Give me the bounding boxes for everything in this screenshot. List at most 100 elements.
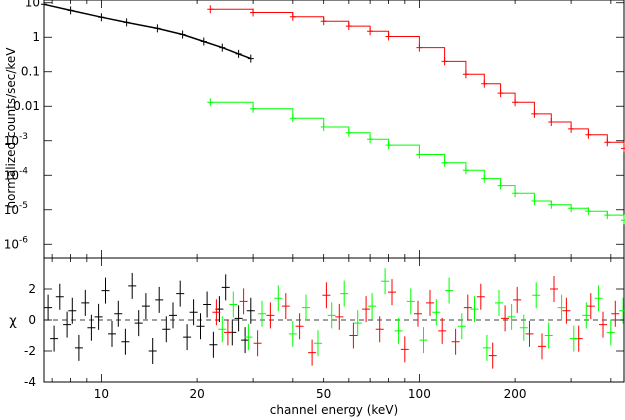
spectrum-panel-frame [43,0,625,259]
spectrum-series-2-point [367,135,374,144]
residual-series-2-point [457,313,466,340]
spectrum-series-1-point [462,70,469,79]
residual-series-0-point [94,303,103,330]
residual-series-1-point [239,288,248,315]
spectrum-series-2-point [462,166,469,175]
spectrum-y-tick-label: 1 [32,30,40,44]
residual-series-1-point [426,289,434,316]
residual-series-0-point [74,334,83,361]
x-tick-label: 50 [316,387,331,401]
residual-series-0-point [114,300,123,327]
residual-series-1-point [562,297,571,324]
spectrum-y-tick-exponent: -5 [19,201,28,211]
spectrum-y-tick-exponent: -4 [19,166,28,176]
spectrum-series-2-point [497,181,504,190]
residual-y-axis-label: χ [9,314,17,329]
spectrum-series-2-point [621,216,625,225]
spectrum-series-2-point [416,150,423,159]
residual-series-2-point [445,277,454,304]
residual-series-0-point [44,294,53,321]
residual-series-1-point [362,296,371,323]
spectrum-series-0-point [247,54,254,63]
residual-series-1-point [335,303,344,330]
residual-series-0-point [246,297,255,324]
residual-series-0-point [183,324,192,351]
residual-series-0-point [196,313,205,340]
residual-marks [44,268,625,369]
spectrum-series-1-point [497,89,504,98]
spectrum-series-2-point [320,123,327,131]
spectrum-series-0-point [200,37,207,46]
residual-y-tick-label: 0 [28,313,36,327]
spectrum-series-2-point [250,104,257,113]
spectrum-series-1-point [531,109,538,118]
spectrum-y-tick-exponent: -6 [19,235,28,245]
residual-series-2-point [619,297,625,324]
residual-series-0-point [221,274,230,301]
residual-series-2-point [419,327,428,354]
spectrum-series-1-point [621,144,625,153]
spectrum-series-2-point [604,211,611,220]
residual-series-2-point [394,317,403,344]
spectrum-y-tick-label: 0.01 [13,99,40,113]
spectrum-series-2-point [207,98,214,107]
residual-series-2-point [353,310,362,337]
spectrum-series-0-point [235,49,242,58]
residual-series-1-point [513,286,522,313]
spectrum-series-1-point [604,138,611,147]
spectrum-y-tick-label: 0.1 [21,65,40,79]
spectrum-series-2-point [585,207,592,216]
spectrum-series-1-point [416,43,423,52]
residual-series-2-point [507,303,516,330]
residual-series-1-point [501,305,510,332]
residual-series-0-point [108,320,116,347]
spectrum-series-1-point [512,98,519,107]
spectrum-series-1-point [548,118,555,126]
spectrum-series-1-point [289,12,296,21]
residual-series-2-point [288,320,297,347]
spectrum-series-0-point [67,6,74,15]
residual-series-0-point [141,293,150,320]
spectrum-y-axis-label: normalized counts/sec/keV [4,47,18,209]
residual-series-2-point [544,322,553,349]
spectrum-series-2-point [512,189,519,198]
spectrum-series-0-point [179,30,186,39]
spectrum-series-0-point [41,0,47,9]
spectrum-series-2-point [481,174,488,183]
spectrum-series-1-point [367,27,374,36]
residual-series-0-point [81,289,90,316]
axis-ticks: 10 20 50 100 20010-610-510-410-30.010.1110-4… [4,0,624,401]
residual-series-1-point [223,319,232,346]
spectrum-series-1-point [481,79,488,88]
spectrum-series-1-point [441,57,448,66]
residual-series-1-point [525,320,534,347]
residual-series-2-point [274,285,283,312]
residual-series-0-point [128,272,137,299]
spectrum-series-1-line [210,8,625,149]
x-tick-label: 10 [94,387,109,401]
residual-series-0-point [101,277,110,304]
residual-series-1-point [538,333,546,360]
spectrum-series-0-point [123,18,130,27]
spectrum-series-0-line [43,3,252,60]
residual-series-0-point [68,297,77,324]
residual-series-2-point [368,293,377,320]
residual-series-1-point [488,342,497,369]
residual-series-0-point [162,316,171,343]
spectrum-series-0-point [98,13,105,22]
residual-series-1-point [308,339,317,366]
residual-series-1-point [438,317,447,344]
spectrum-series-0-point [219,43,226,52]
residual-series-1-point [611,300,620,327]
residual-series-0-point [189,299,198,326]
residual-series-1-point [375,316,384,343]
residual-series-2-point [406,288,415,315]
residual-series-2-point [381,268,390,295]
x-tick-label: 200 [504,387,527,401]
residual-series-2-point [432,299,441,326]
residual-series-2-point [218,316,227,343]
spectrum-series-1-point [250,8,257,17]
residual-series-2-point [594,285,603,312]
residual-series-1-point [253,330,262,357]
spectrum-series-1-point [320,17,327,26]
